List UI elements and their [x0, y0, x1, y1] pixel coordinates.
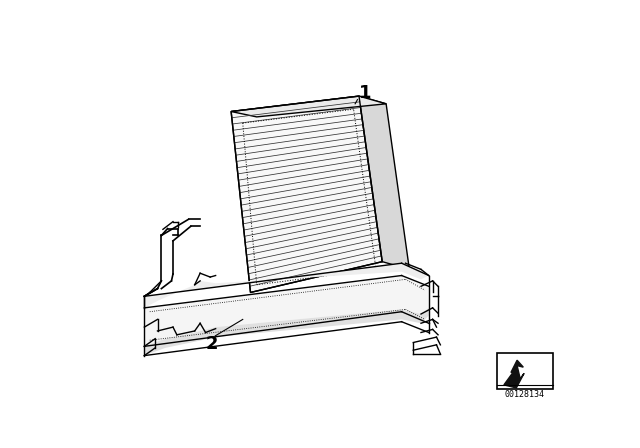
- Polygon shape: [145, 308, 429, 356]
- Polygon shape: [231, 96, 386, 117]
- Text: 1: 1: [359, 84, 371, 103]
- Polygon shape: [504, 360, 524, 388]
- Bar: [497, 353, 553, 389]
- Polygon shape: [145, 276, 429, 346]
- Polygon shape: [359, 96, 410, 269]
- Text: 00128134: 00128134: [505, 390, 545, 399]
- Text: 2: 2: [205, 335, 218, 353]
- Polygon shape: [145, 263, 429, 308]
- Polygon shape: [231, 96, 382, 293]
